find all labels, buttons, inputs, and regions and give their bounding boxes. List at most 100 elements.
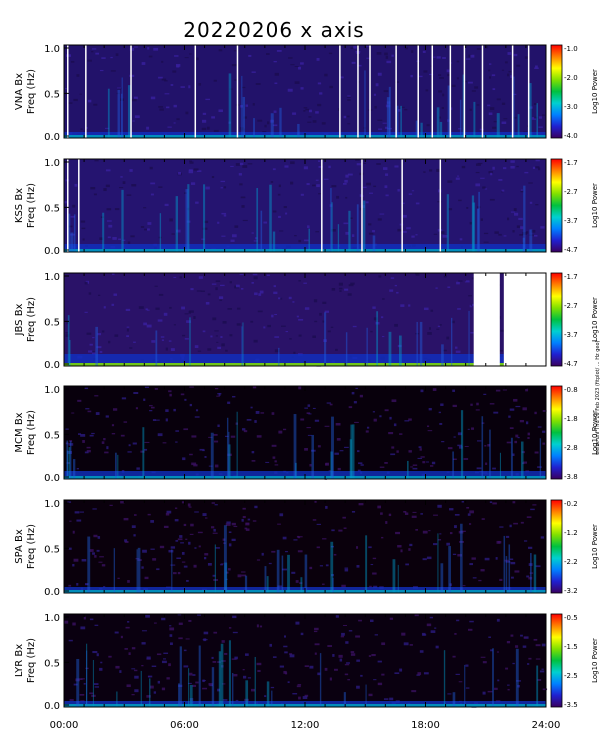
panel-3-colorbar-tick: -4.7: [564, 360, 578, 368]
panel-6-streak: [266, 681, 270, 707]
panel-5-streak: [214, 544, 216, 593]
panel-5-streak: [392, 559, 396, 593]
panel-3-ytick-label: 1.0: [44, 272, 60, 283]
panel-4-streak: [142, 427, 145, 479]
panel-4-streak: [520, 441, 524, 479]
panel-1-streak: [400, 105, 402, 138]
panel-4-streak: [226, 417, 229, 479]
panel-2-colorbar-tick: -4.7: [564, 246, 578, 254]
panel-2-streak: [73, 214, 76, 252]
panel-1-spectrogram: [64, 45, 545, 138]
panel-1-ytick-label: 0.5: [44, 89, 60, 100]
panel-4-colorbar-frame: [550, 385, 563, 480]
panel-3-streak: [95, 326, 99, 366]
panel-2-colorbar-tick: -2.7: [564, 188, 578, 196]
panel-2-streak: [175, 196, 178, 252]
panel-3-streak: [416, 321, 418, 366]
panel-6-streak: [365, 684, 367, 707]
panel-6-streak: [86, 650, 88, 707]
panel-4-ylabel-unit: Freq (Hz): [26, 410, 37, 455]
panel-2-colorbar-label: Log10 Power: [591, 183, 599, 228]
panel-3-colorbar: [551, 273, 562, 366]
panel-4-streak: [331, 416, 334, 479]
panel-2-colorbar-frame: [550, 158, 563, 253]
xtick-label: 12:00: [291, 720, 320, 731]
panel-1-streak: [228, 73, 232, 138]
panel-5-colorbar-tick: -3.2: [564, 587, 578, 595]
panel-5-colorbar: [551, 500, 562, 593]
panel-5-streak: [137, 547, 141, 593]
panel-4-streak: [460, 410, 464, 479]
panel-4-streak: [499, 452, 501, 479]
panel-4-streak: [349, 439, 352, 479]
panel-6-ytick-label: 1.0: [44, 613, 60, 624]
panel-3-streak: [324, 312, 327, 366]
panel-2-streak: [70, 232, 74, 252]
panel-1-colorbar: [551, 45, 562, 138]
xtick-label: 18:00: [411, 720, 440, 731]
panel-2-colorbar-tick: -1.7: [564, 159, 578, 167]
panel-1-streak: [439, 121, 443, 138]
panel-3-streak: [345, 332, 348, 366]
panel-6-streak: [218, 651, 222, 707]
panel-5-streak: [330, 541, 334, 593]
panel-1-data-gap: [85, 45, 87, 138]
panel-6-ylabel: LYR Bx: [14, 644, 25, 677]
panel-6-colorbar-tick: -1.5: [564, 643, 578, 651]
panel-3-no-data: [503, 273, 546, 366]
panel-2-streak: [187, 184, 190, 252]
panel-4-streak: [70, 441, 72, 479]
panel-3-colorbar-label: Log10 Power: [591, 297, 599, 342]
panel-3-streak: [376, 311, 379, 366]
xtick-label: 00:00: [50, 720, 79, 731]
panel-2-ytick-label: 0.5: [44, 203, 60, 214]
panel-6-streak: [76, 658, 80, 707]
panel-2-background: [64, 159, 546, 252]
panel-1-streak: [447, 85, 451, 138]
panel-1-streak: [420, 122, 423, 138]
panel-6-ytick-label: 0.5: [44, 658, 60, 669]
panel-5-streak: [533, 554, 537, 593]
panel-2-data-gap: [321, 159, 323, 252]
panel-4-streak: [539, 438, 542, 479]
panel-3-streak: [366, 327, 368, 366]
panel-5-streak: [300, 577, 303, 593]
panel-1-ytick-label: 0.0: [44, 132, 60, 143]
panel-3-streak: [450, 317, 453, 366]
panel-5-colorbar-frame: [550, 499, 563, 594]
panel-2-streak: [446, 194, 449, 252]
panel-1-ytick-label: 1.0: [44, 44, 60, 55]
panel-1-data-gap: [431, 45, 434, 138]
panel-4-streak: [236, 411, 238, 479]
panel-2-streak: [529, 229, 533, 252]
panel-1-data-gap: [527, 45, 530, 138]
panel-1-streak: [386, 97, 390, 138]
xtick-label: 06:00: [170, 720, 199, 731]
panel-1-streak: [536, 103, 538, 138]
panel-6-streak: [271, 690, 273, 707]
panel-4-colorbar-label: Log10 Power: [591, 410, 599, 455]
panel-1-streak: [388, 86, 391, 138]
panel-1-streak: [512, 76, 515, 138]
panel-4-streak: [352, 424, 355, 479]
panel-1-streak: [279, 107, 282, 138]
panel-5-streak: [448, 546, 451, 593]
panel-1-streak: [241, 75, 243, 138]
panel-1-colorbar-tick: -3.0: [564, 103, 578, 111]
panel-6-streak: [178, 683, 180, 707]
panel-6-streak: [536, 665, 539, 707]
panel-3-streak: [398, 335, 402, 366]
panel-2-streak: [356, 204, 359, 252]
panel-5-streak: [113, 548, 116, 593]
panel-4-streak: [510, 437, 513, 479]
panel-3-ytick-label: 0.5: [44, 317, 60, 328]
panel-6-streak: [343, 692, 346, 707]
panel-1-data-gap: [449, 45, 452, 138]
panel-5-streak: [440, 563, 444, 593]
panel-6-colorbar: [551, 614, 562, 707]
panel-4-streak: [311, 434, 314, 479]
panel-5-streak: [224, 562, 228, 593]
panel-3-streak: [419, 321, 423, 366]
panel-5-ytick-label: 0.5: [44, 544, 60, 555]
panel-6-streak: [515, 648, 519, 707]
